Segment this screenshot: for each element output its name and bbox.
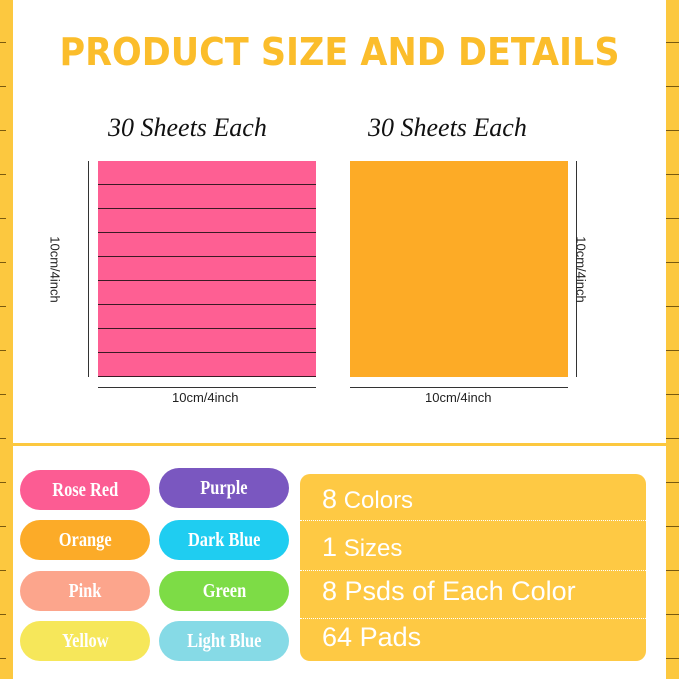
color-pill-orange: Orange: [20, 520, 150, 560]
divider: [300, 520, 646, 521]
width-arrow-left: [98, 387, 316, 388]
sheets-label-left: 30 Sheets Each: [108, 113, 267, 142]
divider: [300, 570, 646, 571]
detail-total-pads: 64 Pads: [322, 622, 422, 652]
detail-colors: 8 Colors: [322, 484, 414, 514]
color-pill-rose-red: Rose Red: [20, 470, 150, 510]
width-label-right: 10cm/4inch: [425, 390, 492, 405]
detail-pads-per-color: 8 Psds of Each Color: [322, 576, 576, 606]
pink-lined-pad: [98, 161, 316, 377]
right-border-strip: [666, 0, 679, 679]
color-pill-green: Green: [159, 571, 289, 611]
height-arrow-right: [576, 161, 577, 377]
section-divider: [13, 443, 666, 446]
width-arrow-right: [350, 387, 568, 388]
sheets-label-right: 30 Sheets Each: [368, 113, 527, 142]
color-pill-dark-blue: Dark Blue: [159, 520, 289, 560]
height-label-left: 10cm/4inch: [47, 236, 63, 303]
orange-pad: [350, 161, 568, 377]
divider: [300, 618, 646, 619]
color-pill-pink: Pink: [20, 571, 150, 611]
color-pill-purple: Purple: [159, 468, 289, 508]
left-border-strip: [0, 0, 13, 679]
width-label-left: 10cm/4inch: [172, 390, 239, 405]
color-pill-light-blue: Light Blue: [159, 621, 289, 661]
height-arrow-left: [88, 161, 89, 377]
color-pill-yellow: Yellow: [20, 621, 150, 661]
page-title: PRODUCT SIZE AND DETAILS: [59, 30, 620, 74]
details-box: 8 Colors 1 Sizes 8 Psds of Each Color 64…: [300, 474, 646, 661]
detail-sizes: 1 Sizes: [322, 532, 403, 562]
height-label-right: 10cm/4inch: [573, 236, 589, 303]
